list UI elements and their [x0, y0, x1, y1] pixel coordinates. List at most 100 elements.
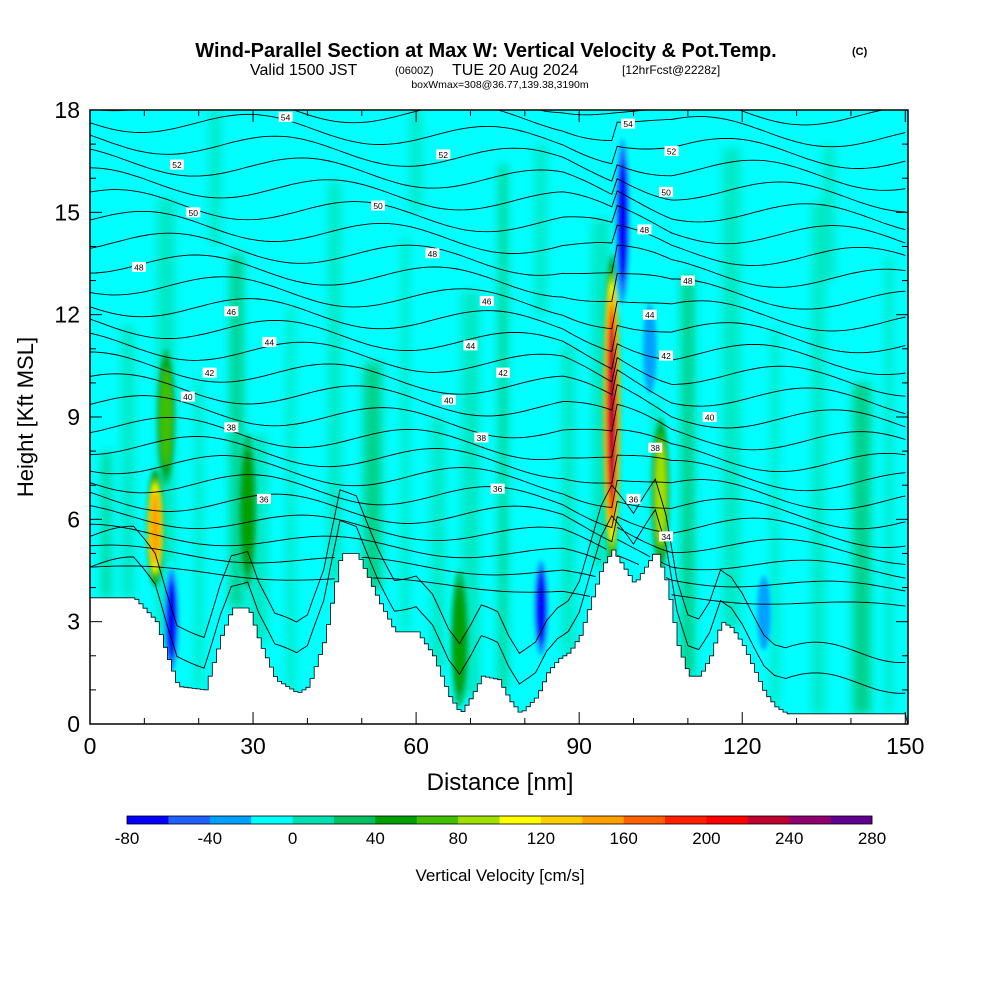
- velocity-band: [811, 202, 825, 714]
- theta-contour: [90, 167, 906, 231]
- theta-label-box: [169, 159, 184, 170]
- velocity-band: [852, 382, 871, 714]
- valid-time: Valid 1500 JST: [250, 62, 358, 79]
- theta-label: 40: [180, 391, 195, 402]
- theta-label-text: 46: [227, 307, 237, 317]
- x-tick-label: 120: [723, 733, 761, 759]
- theta-label: 48: [680, 275, 695, 286]
- y-tick-label: 18: [54, 97, 80, 123]
- colorbar-swatch: [416, 816, 459, 824]
- theta-contour: [90, 232, 906, 288]
- velocity-core: [161, 376, 171, 458]
- velocity-band: [209, 110, 222, 247]
- box-max-info: boxWmax=308@36.77,139.38,3190m: [411, 79, 589, 91]
- velocity-core: [242, 462, 253, 560]
- colorbar-swatch: [127, 816, 169, 824]
- velocity-band: [770, 328, 779, 707]
- theta-label-text: 54: [281, 112, 291, 122]
- theta-contour: [90, 505, 906, 565]
- theta-label-text: 38: [477, 433, 487, 443]
- velocity-band: [884, 256, 893, 714]
- x-axis-label: Distance [nm]: [427, 769, 574, 796]
- theta-label-text: 48: [428, 249, 438, 259]
- valid-date: TUE 20 Aug 2024: [452, 62, 578, 79]
- theta-label: 42: [496, 367, 511, 378]
- colorbar-swatch: [540, 816, 583, 824]
- velocity-band: [561, 345, 575, 653]
- colorbar-swatch: [623, 816, 666, 824]
- theta-label-text: 40: [183, 392, 193, 402]
- theta-label: 46: [479, 296, 494, 307]
- theta-contour: [90, 298, 906, 354]
- theta-contour-labels: 54 54 52 52 52 50 50 50 48 48 48 48 46 46 44 44 44 42 42 42…: [131, 111, 717, 542]
- velocity-core: [151, 496, 159, 559]
- theta-label-text: 42: [205, 368, 215, 378]
- y-tick-label: 12: [54, 302, 80, 328]
- theta-contour: [90, 318, 906, 376]
- theta-contour: [90, 351, 906, 415]
- theta-label-text: 36: [493, 484, 503, 494]
- theta-label-box: [659, 350, 674, 361]
- velocity-core: [617, 160, 628, 281]
- theta-label-box: [463, 340, 478, 351]
- colorbar-swatch: [789, 816, 831, 824]
- theta-label-box: [474, 432, 489, 443]
- velocity-band: [410, 110, 423, 213]
- theta-label: 38: [648, 442, 663, 453]
- theta-contour: [90, 491, 906, 548]
- x-tick-label: 90: [566, 733, 592, 759]
- colorbar-label: Vertical Velocity [cm/s]: [415, 866, 584, 885]
- theta-contour: [90, 189, 906, 245]
- theta-label-box: [642, 309, 657, 320]
- theta-label: 50: [659, 186, 674, 197]
- theta-contour: [90, 113, 906, 169]
- theta-label-box: [702, 412, 717, 422]
- x-tick-label: 0: [84, 733, 97, 759]
- colorbar-tick-label: -40: [197, 829, 222, 848]
- velocity-core: [656, 450, 665, 537]
- colorbar-swatch: [168, 816, 211, 824]
- colorbar-tick-label: 80: [449, 829, 468, 848]
- theta-label: 46: [224, 306, 239, 317]
- theta-label: 50: [371, 200, 386, 211]
- theta-label-text: 44: [265, 337, 275, 347]
- velocity-band: [431, 417, 445, 670]
- theta-label-box: [278, 111, 293, 122]
- theta-label-box: [659, 186, 674, 197]
- colorbar-ticks: -80 -40 0 40 80 120 160 200 240 280: [115, 829, 886, 848]
- x-axis: 0 30 60 90 120 150: [84, 110, 924, 759]
- theta-contour: [90, 276, 906, 332]
- velocity-band: [681, 273, 695, 677]
- theta-contour: [90, 373, 906, 429]
- theta-label-text: 48: [683, 276, 693, 286]
- theta-label-text: 36: [259, 494, 269, 504]
- theta-label: 40: [702, 412, 717, 423]
- theta-label: 48: [425, 248, 440, 259]
- colorbar-frame: [126, 815, 873, 825]
- colorbar-swatch: [209, 816, 252, 824]
- colorbar-tick-label: 160: [609, 829, 637, 848]
- velocity-core: [642, 303, 657, 394]
- colorbar-tick-label: 120: [527, 829, 555, 848]
- theta-label: 42: [659, 350, 674, 361]
- velocity-band: [121, 324, 135, 598]
- theta-label-text: 42: [661, 351, 671, 361]
- theta-label: 44: [262, 336, 277, 347]
- theta-label-text: 52: [439, 150, 449, 160]
- theta-contour: [90, 455, 906, 511]
- theta-label-box: [621, 118, 636, 129]
- theta-contour: [90, 523, 906, 579]
- theta-label-text: 38: [651, 443, 661, 453]
- theta-label-box: [131, 261, 146, 272]
- theta-label-text: 50: [189, 208, 199, 218]
- chart-title: Wind-Parallel Section at Max W: Vertical…: [195, 40, 776, 62]
- colorbar-swatch: [830, 816, 873, 824]
- theta-label: 36: [626, 493, 641, 504]
- velocity-core: [454, 595, 465, 682]
- theta-label-box: [680, 275, 695, 286]
- velocity-core: [536, 573, 547, 643]
- theta-label-box: [479, 296, 494, 307]
- colorbar-tick-label: -80: [115, 829, 140, 848]
- theta-label-box: [186, 207, 201, 218]
- chart-title-mark: (C): [852, 46, 868, 58]
